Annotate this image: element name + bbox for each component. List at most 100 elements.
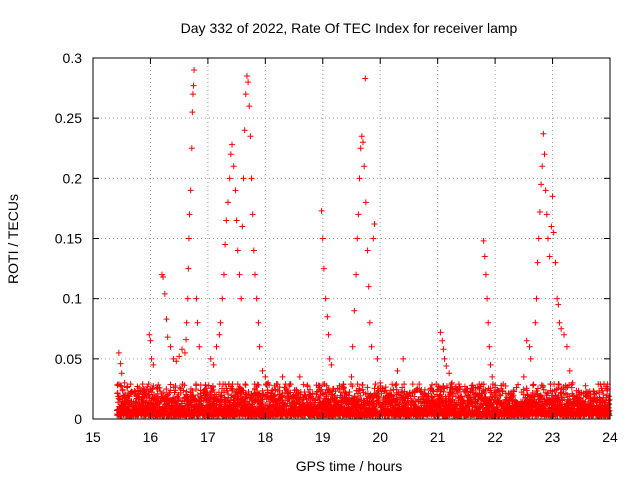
data-point: [183, 336, 190, 343]
data-point: [541, 151, 548, 158]
baseline-point: [435, 384, 442, 391]
baseline-point: [593, 390, 600, 397]
baseline-point: [605, 393, 612, 400]
data-point: [469, 389, 476, 396]
baseline-point: [364, 384, 371, 391]
data-point: [226, 175, 233, 182]
baseline-point: [401, 388, 408, 395]
x-tick-label: 20: [372, 429, 388, 445]
data-point: [546, 253, 553, 260]
data-point: [148, 355, 155, 362]
data-point: [246, 103, 253, 110]
baseline-point: [568, 384, 575, 391]
baseline-point: [596, 389, 603, 396]
baseline-point: [334, 398, 341, 405]
data-point: [354, 235, 361, 242]
data-point: [185, 235, 192, 242]
data-point: [296, 373, 303, 380]
data-point: [326, 355, 333, 362]
x-tick-label: 15: [85, 429, 101, 445]
baseline-point: [114, 389, 121, 396]
data-point: [233, 217, 240, 224]
baseline-point: [489, 393, 496, 400]
data-point: [558, 325, 565, 332]
baseline-point: [359, 386, 366, 393]
data-point: [358, 133, 365, 140]
data-point: [240, 175, 247, 182]
data-point: [194, 319, 201, 326]
baseline-point: [455, 389, 462, 396]
data-point: [523, 337, 530, 344]
data-layer: [113, 67, 613, 419]
baseline-point: [172, 383, 179, 390]
data-point: [259, 367, 266, 374]
chart-title: Day 332 of 2022, Rate Of TEC Index for r…: [181, 20, 518, 36]
baseline-point: [183, 388, 190, 395]
baseline-point: [354, 381, 361, 388]
data-point: [213, 343, 220, 350]
y-tick-label: 0: [74, 411, 82, 427]
baseline-point: [482, 386, 489, 393]
data-point: [561, 331, 568, 338]
baseline-point: [150, 382, 157, 389]
x-tick-label: 22: [487, 429, 503, 445]
baseline-point: [409, 381, 416, 388]
baseline-point: [139, 381, 146, 388]
baseline-point: [319, 390, 326, 397]
data-point: [351, 307, 358, 314]
data-point: [251, 271, 258, 278]
data-point: [219, 295, 226, 302]
baseline-point: [240, 387, 247, 394]
baseline-point: [190, 393, 197, 400]
data-point: [189, 91, 196, 98]
baseline-point: [582, 399, 589, 406]
data-point: [366, 319, 373, 326]
baseline-point: [160, 389, 167, 396]
baseline-point: [304, 383, 311, 390]
baseline-point: [534, 385, 541, 392]
data-point: [552, 259, 559, 266]
baseline-point: [381, 388, 388, 395]
data-point: [527, 355, 534, 362]
baseline-point: [494, 386, 501, 393]
baseline-point: [421, 386, 428, 393]
data-point: [189, 109, 196, 116]
baseline-point: [145, 381, 152, 388]
data-point: [441, 355, 448, 362]
baseline-point: [440, 388, 447, 395]
data-point: [279, 373, 286, 380]
baseline-point: [340, 384, 347, 391]
baseline-point: [393, 386, 400, 393]
data-point: [238, 295, 245, 302]
baseline-point: [569, 390, 576, 397]
baseline-point: [555, 392, 562, 399]
baseline-point: [181, 382, 188, 389]
data-point: [569, 379, 576, 386]
baseline-point: [487, 385, 494, 392]
data-point: [222, 241, 229, 248]
baseline-point: [496, 391, 503, 398]
baseline-point: [448, 381, 455, 388]
baseline-point: [293, 386, 300, 393]
data-point: [247, 133, 254, 140]
baseline-point: [540, 386, 547, 393]
data-point: [176, 353, 183, 360]
data-point: [241, 127, 248, 134]
baseline-point: [176, 384, 183, 391]
baseline-point: [269, 387, 276, 394]
baseline-point: [600, 391, 607, 398]
data-point: [239, 223, 246, 230]
baseline-point: [208, 387, 215, 394]
data-point: [220, 271, 227, 278]
data-point: [319, 235, 326, 242]
data-point: [443, 363, 450, 370]
x-tick-label: 17: [200, 429, 216, 445]
data-point: [394, 367, 401, 374]
baseline-point: [140, 385, 147, 392]
data-point: [437, 329, 444, 336]
baseline-point: [225, 391, 232, 398]
data-point: [183, 319, 190, 326]
data-point: [463, 385, 470, 392]
baseline-point: [429, 381, 436, 388]
baseline-point: [511, 388, 518, 395]
